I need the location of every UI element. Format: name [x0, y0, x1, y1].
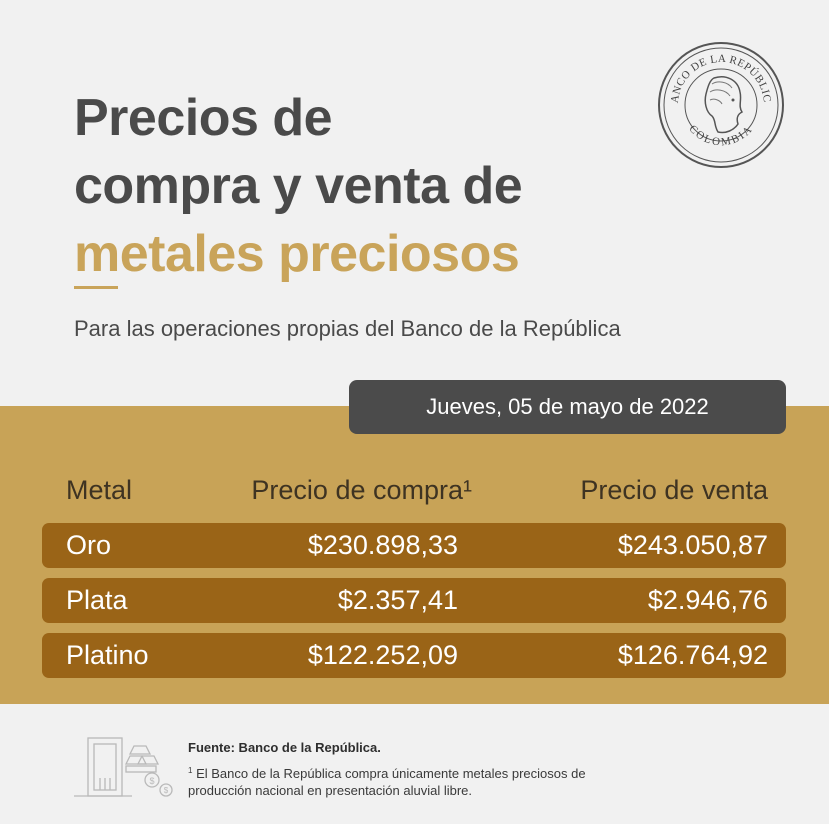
row-compra: $230.898,33: [307, 530, 458, 560]
page-title: Precios de compra y venta de metales pre…: [74, 84, 634, 288]
subtitle: Para las operaciones propias del Banco d…: [74, 316, 621, 341]
title-line-1: Precios de: [74, 89, 333, 147]
row-venta: $126.764,92: [617, 640, 768, 670]
svg-text:$: $: [149, 776, 154, 786]
title-line-3: metales preciosos: [74, 225, 520, 283]
title-line-2: compra y venta de: [74, 157, 523, 215]
row-compra: $2.357,41: [337, 585, 458, 615]
date-badge: Jueves, 05 de mayo de 2022: [349, 380, 786, 434]
row-metal: Plata: [66, 585, 128, 615]
banco-de-la-republica-seal-logo: BANCO DE LA REPÚBLICA COLOMBIA: [656, 40, 784, 168]
footnote: 1 El Banco de la República compra únicam…: [188, 762, 628, 799]
row-venta: $243.050,87: [617, 530, 768, 560]
row-venta: $2.946,76: [647, 585, 768, 615]
table-row: Platino $122.252,09 $126.764,92: [42, 633, 786, 678]
row-metal: Platino: [66, 640, 149, 670]
row-metal: Oro: [66, 530, 112, 560]
table-row: Oro $230.898,33 $243.050,87: [42, 523, 786, 568]
header-compra: Precio de compra¹: [251, 475, 472, 505]
header-metal: Metal: [66, 475, 133, 505]
table-header: Metal Precio de compra¹ Precio de venta: [42, 470, 786, 510]
footnote-text: El Banco de la República compra únicamen…: [188, 766, 586, 798]
title-divider: [74, 286, 118, 289]
svg-text:$: $: [164, 786, 169, 795]
seal-bottom-text: COLOMBIA: [686, 123, 753, 149]
header-venta: Precio de venta: [580, 475, 768, 505]
table-row: Plata $2.357,41 $2.946,76: [42, 578, 786, 623]
footnote-marker: 1: [188, 766, 193, 775]
source-label: Fuente: Banco de la República.: [188, 740, 381, 755]
svg-text:COLOMBIA: COLOMBIA: [686, 123, 755, 149]
bank-gold-bars-icon: $ $: [74, 737, 173, 797]
row-compra: $122.252,09: [307, 640, 458, 670]
